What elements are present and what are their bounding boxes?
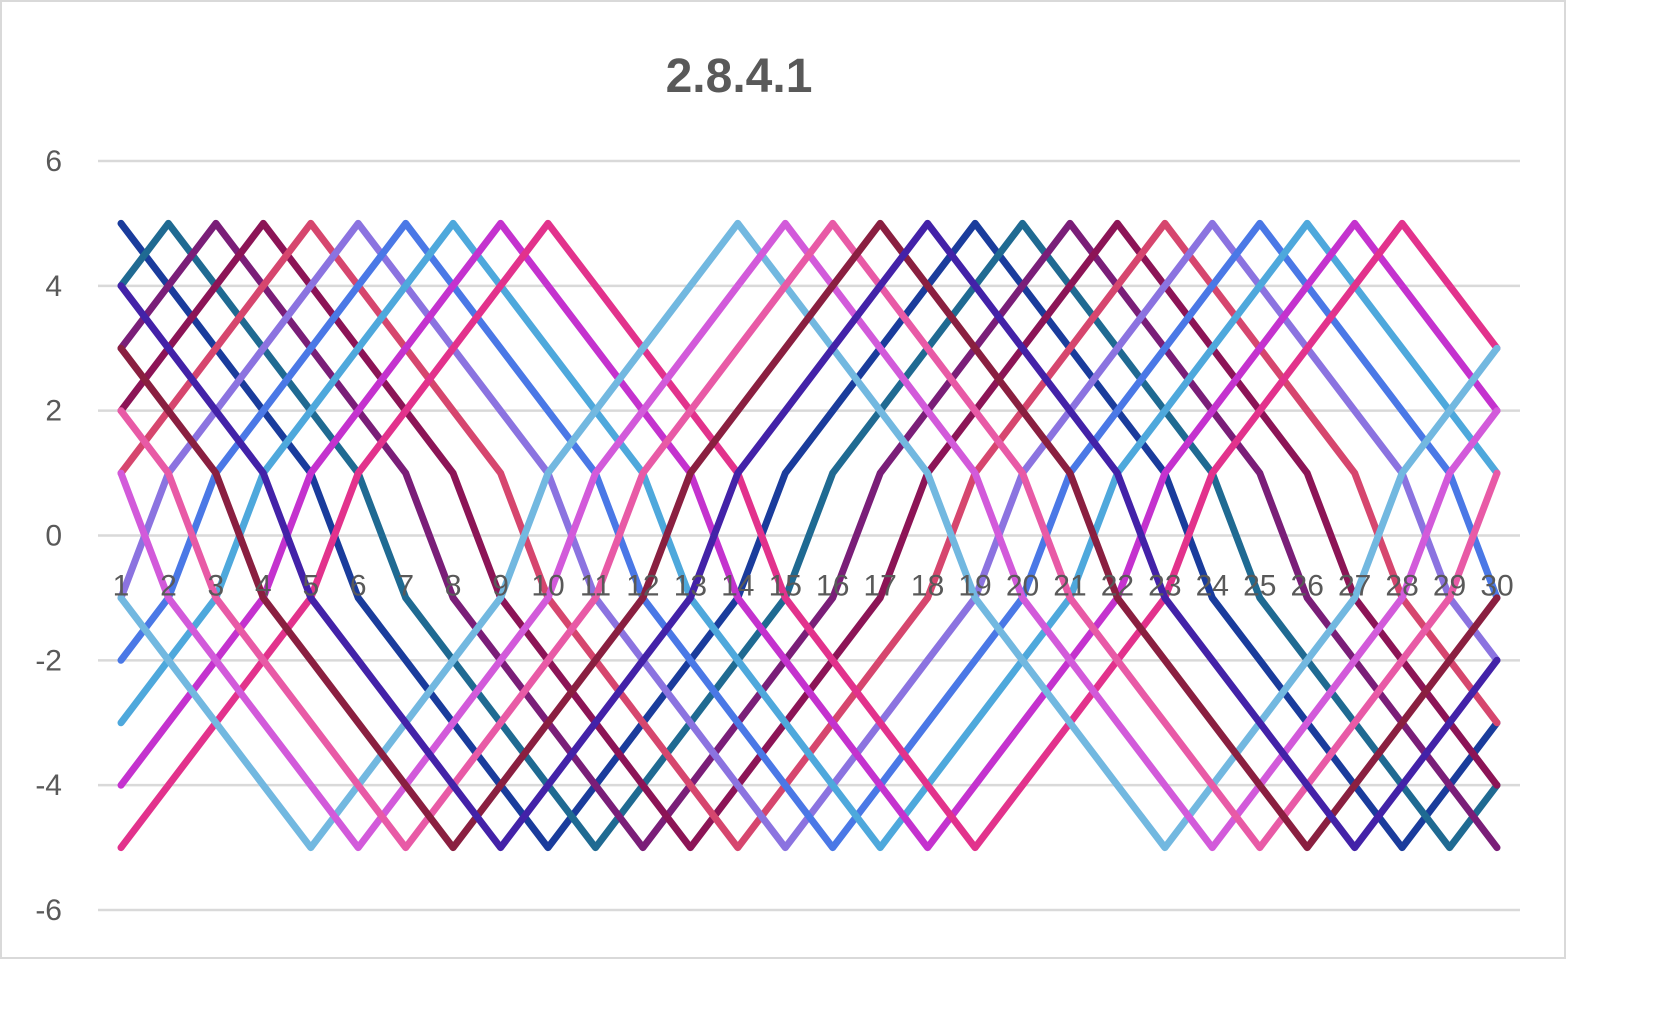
chart-title: 2.8.4.1 [666,50,813,103]
x-tick-label: 12 [626,570,659,603]
x-tick-label: 4 [255,570,272,603]
x-tick-label: 23 [1148,570,1181,603]
x-tick-label: 2 [160,570,177,603]
series-line-15 [117,219,1501,852]
y-axis-ticks: -6 -4 -2 0 2 4 6 [35,145,62,927]
x-tick-label: 21 [1053,570,1086,603]
x-tick-label: 1 [113,570,130,603]
series-line-7 [117,219,1501,852]
x-tick-label: 7 [397,570,414,603]
x-tick-label: 27 [1338,570,1371,603]
y-tick-label: 6 [45,145,62,178]
y-tick-label: 2 [45,395,62,428]
x-tick-label: 24 [1196,570,1229,603]
series-lines [117,219,1501,852]
x-tick-label: 6 [350,570,367,603]
series-line-2 [117,219,1501,852]
x-tick-label: 17 [863,570,896,603]
y-tick-label: 4 [45,270,62,303]
x-tick-label: 9 [492,570,509,603]
y-tick-label: -6 [35,894,62,927]
x-tick-label: 14 [721,570,754,603]
series-line-1 [117,219,1501,852]
x-tick-label: 30 [1480,570,1513,603]
x-tick-label: 19 [958,570,991,603]
y-tick-label: -4 [35,769,62,802]
series-line-8 [117,219,1501,852]
x-tick-label: 25 [1243,570,1276,603]
x-tick-label: 3 [208,570,225,603]
chart-area: 2.8.4.1 -6 -4 -2 0 2 4 6 1 2 3 4 5 6 7 8 9 10 11 12 13 14 15… [0,0,1566,959]
series-line-13 [117,219,1501,852]
series-line-14 [117,219,1501,852]
x-tick-label: 5 [302,570,319,603]
x-tick-label: 15 [769,570,802,603]
x-tick-label: 26 [1291,570,1324,603]
series-line-9 [117,219,1501,852]
x-tick-label: 22 [1101,570,1134,603]
x-tick-label: 13 [674,570,707,603]
x-tick-label: 18 [911,570,944,603]
y-tick-label: -2 [35,644,62,677]
x-tick-label: 11 [580,570,611,603]
x-tick-label: 20 [1006,570,1039,603]
series-line-10 [117,219,1501,852]
x-tick-label: 29 [1433,570,1466,603]
x-axis-ticks: 1 2 3 4 5 6 7 8 9 10 11 12 13 14 15 16 17 18 19 20 21 22 23 24 2… [113,570,1514,603]
x-tick-label: 8 [445,570,462,603]
x-tick-label: 10 [531,570,564,603]
y-tick-label: 0 [45,520,62,553]
x-tick-label: 16 [816,570,849,603]
x-tick-label: 28 [1385,570,1418,603]
